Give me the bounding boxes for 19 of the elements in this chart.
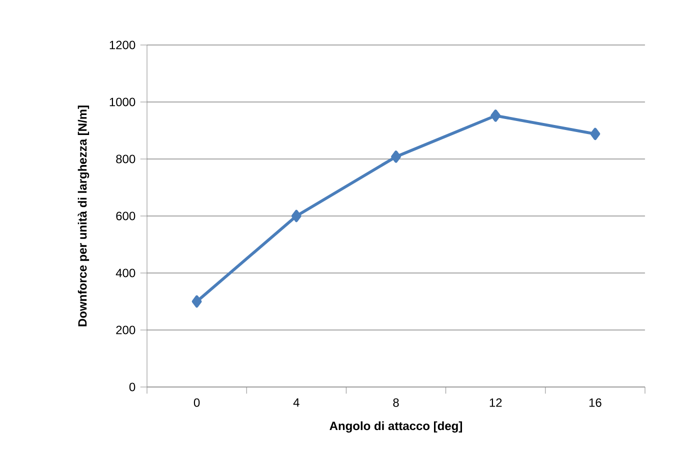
point <box>391 150 401 163</box>
x-tick-label: 16 <box>589 398 602 407</box>
y-tick-label: 200 <box>116 326 136 334</box>
y-tick-label: 600 <box>116 212 136 220</box>
x-axis-title: Angolo di attacco [deg] <box>330 421 462 433</box>
point <box>291 210 302 222</box>
y-tick-label: 1000 <box>110 98 136 106</box>
x-tick-label: 8 <box>393 398 399 407</box>
y-tick-label: 400 <box>116 268 136 278</box>
x-tick-label: 12 <box>490 398 502 407</box>
point <box>490 110 501 122</box>
y-tick-label: 0 <box>129 382 136 392</box>
x-tick-label: 4 <box>293 398 300 407</box>
point <box>192 295 202 308</box>
point <box>590 128 600 140</box>
y-axis-title: Downforce per unità di larghezza [N/m] <box>78 106 90 326</box>
y-tick-label: 1200 <box>110 40 136 50</box>
y-tick-label: 800 <box>116 154 136 164</box>
x-tick-label: 0 <box>194 398 200 407</box>
